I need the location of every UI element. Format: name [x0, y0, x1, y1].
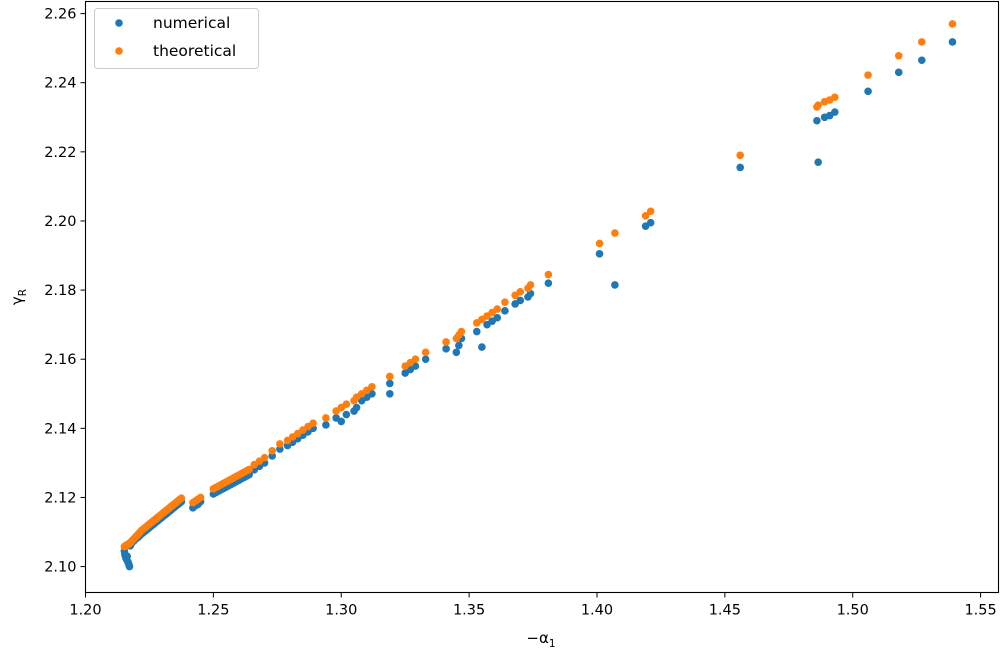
theoretical-point: [177, 494, 186, 502]
numerical-point: [516, 296, 525, 305]
theoretical-point: [611, 229, 619, 237]
numerical-point: [736, 163, 744, 172]
theoretical-point: [457, 327, 466, 336]
theoretical-point: [917, 38, 926, 46]
theoretical-point: [736, 151, 744, 160]
y-tick-label: 2.24: [44, 76, 76, 92]
theoretical-point: [544, 270, 553, 279]
theoretical-point: [276, 440, 284, 448]
numerical-point: [646, 218, 655, 227]
x-tick-label: 1.35: [453, 603, 485, 619]
numerical-point: [455, 341, 463, 350]
numerical-point: [813, 116, 821, 125]
numerical-point: [125, 562, 134, 571]
theoretical-point: [894, 51, 903, 60]
legend-entry-theoretical: theoretical: [153, 42, 236, 60]
x-tick-label: 1.40: [581, 603, 613, 619]
theoretical-point: [646, 207, 655, 216]
x-axis-label: −α1: [526, 629, 555, 650]
numerical-point: [595, 250, 604, 258]
theoretical-point: [516, 288, 525, 296]
numerical-point: [342, 410, 351, 419]
y-tick-label: 2.12: [44, 490, 76, 506]
numerical-point: [948, 38, 957, 46]
y-tick-label: 2.20: [44, 214, 76, 230]
numerical-point: [831, 108, 839, 116]
theoretical-point: [526, 281, 535, 289]
y-tick-label: 2.10: [44, 560, 76, 576]
theoretical-point: [442, 338, 450, 346]
numerical-point: [322, 421, 330, 429]
numerical-point: [452, 348, 461, 357]
x-tick-label: 1.20: [69, 603, 101, 619]
theoretical-point: [245, 465, 253, 474]
x-tick-label: 1.30: [325, 603, 357, 619]
legend-box: [94, 8, 259, 69]
plot-frame: [84, 0, 1000, 594]
theoretical-point: [322, 414, 330, 422]
numerical-point: [864, 87, 872, 96]
numerical-point: [894, 68, 903, 77]
y-tick-label: 2.16: [44, 352, 76, 368]
numerical-point: [544, 279, 553, 287]
numerical-point: [352, 403, 361, 412]
theoretical-point: [501, 298, 509, 306]
series-theoretical: [120, 20, 957, 551]
x-tick-label: 1.50: [837, 603, 869, 619]
numerical-point: [814, 158, 822, 167]
legend-marker-numerical: [115, 19, 123, 27]
theoretical-point: [386, 372, 394, 381]
y-axis-ticks: 2.10 2.12 2.14 2.16 2.18 2.20 2.22 2.24 2.26: [44, 7, 86, 576]
x-tick-label: 1.25: [197, 603, 229, 619]
theoretical-point: [831, 93, 839, 102]
theoretical-point: [411, 355, 420, 364]
theoretical-point: [948, 20, 957, 28]
legend-marker-theoretical: [115, 47, 123, 55]
numerical-point: [493, 313, 502, 322]
numerical-point: [386, 389, 394, 398]
theoretical-point: [595, 239, 604, 248]
numerical-point: [917, 56, 926, 65]
theoretical-point: [268, 447, 276, 455]
y-tick-label: 2.18: [44, 283, 76, 299]
theoretical-point: [814, 101, 822, 109]
y-axis-label: γR: [8, 289, 29, 305]
x-tick-label: 1.55: [964, 603, 996, 619]
series-layer: [120, 20, 957, 571]
theoretical-point: [641, 211, 650, 220]
theoretical-point: [260, 453, 269, 462]
theoretical-point: [864, 71, 872, 79]
numerical-point: [337, 417, 346, 426]
numerical-point: [501, 307, 509, 315]
numerical-point: [442, 345, 450, 353]
numerical-point: [386, 379, 394, 388]
legend-entry-numerical: numerical: [153, 14, 230, 32]
y-tick-label: 2.22: [44, 145, 76, 161]
theoretical-point: [421, 348, 430, 357]
y-tick-label: 2.26: [44, 7, 76, 23]
y-tick-label: 2.14: [44, 421, 76, 437]
numerical-point: [472, 327, 481, 336]
numerical-point: [421, 355, 430, 364]
x-axis-ticks: 1.20 1.25 1.30 1.35 1.40 1.45 1.50 1.55: [69, 592, 997, 619]
numerical-point: [611, 281, 619, 289]
numerical-point: [478, 343, 486, 351]
legend: numerical theoretical: [94, 8, 259, 69]
theoretical-point: [493, 305, 502, 313]
x-tick-label: 1.45: [709, 603, 741, 619]
theoretical-point: [342, 400, 351, 408]
theoretical-point: [196, 493, 205, 502]
theoretical-point: [368, 383, 376, 391]
theoretical-point: [309, 419, 317, 427]
